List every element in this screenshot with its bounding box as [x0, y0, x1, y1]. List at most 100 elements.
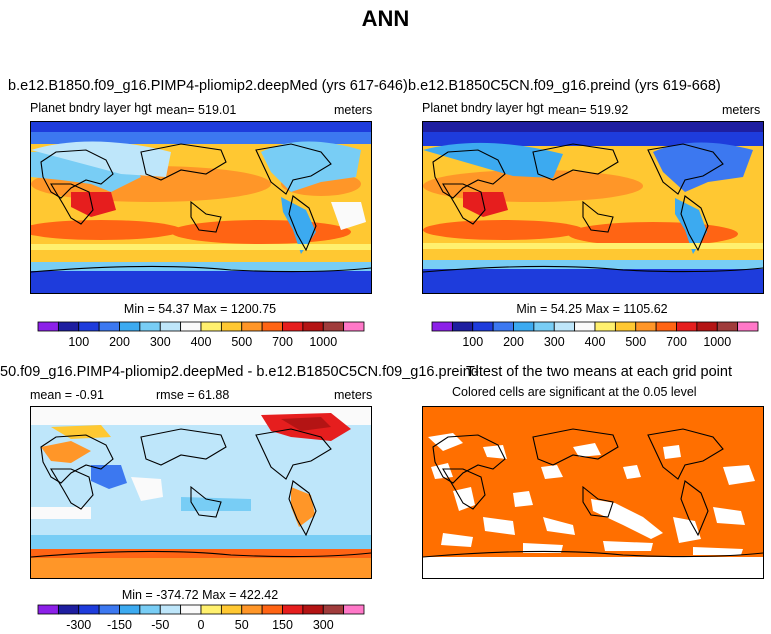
colorbar-swatch: [57, 321, 80, 332]
panel-title: 50.f09_g16.PIMP4-pliomip2.deepMed - b.e1…: [0, 364, 479, 380]
colorbar-swatch: [119, 321, 141, 332]
colorbar-swatch: [78, 321, 100, 332]
units-label: meters: [334, 388, 373, 402]
colorbar-swatch: [98, 321, 120, 332]
colorbar-tick-label: 300: [313, 618, 334, 632]
colorbar-graphic: -300 -150 -50 0 50 150 300: [37, 604, 365, 632]
world-map: [423, 407, 763, 578]
colorbar-swatch: [98, 604, 120, 615]
colorbar-swatch: [322, 604, 345, 615]
colorbar-tick-label: 150: [272, 618, 293, 632]
map-plot: [422, 121, 764, 294]
colorbar-swatch: [180, 321, 202, 332]
colorbar-tick-label: -150: [107, 618, 132, 632]
colorbar-swatch: [716, 321, 739, 332]
colorbar: 100 200 300 400 500 700 1000: [431, 321, 759, 354]
colorbar-swatch: [261, 321, 283, 332]
panel-title: b.e12.B1850C5CN.f09_g16.preind (yrs 619-…: [408, 78, 721, 94]
colorbar-tick-label: 1000: [703, 335, 731, 349]
colorbar-swatch: [139, 604, 161, 615]
colorbar-swatch: [472, 321, 494, 332]
colorbar-swatch: [343, 604, 365, 615]
colorbar-swatch: [322, 321, 345, 332]
colorbar-swatch: [220, 604, 243, 615]
colorbar-swatch: [159, 321, 182, 332]
colorbar-swatch: [37, 321, 59, 332]
world-map: [423, 122, 763, 293]
colorbar-swatch: [574, 321, 596, 332]
colorbar-tick-label: 500: [625, 335, 646, 349]
colorbar-swatch: [282, 604, 304, 615]
colorbar-swatch: [696, 321, 718, 332]
colorbar: 100 200 300 400 500 700 1000: [37, 321, 365, 354]
colorbar-swatch: [492, 321, 514, 332]
colorbar-swatch: [282, 321, 304, 332]
page-title: ANN: [361, 6, 410, 31]
mean-label: mean= 519.92: [548, 103, 629, 117]
colorbar-swatch: [431, 321, 453, 332]
colorbar-swatch: [37, 604, 59, 615]
colorbar: -300 -150 -50 0 50 150 300: [37, 604, 365, 633]
map-plot: [422, 406, 764, 579]
colorbar-tick-label: 1000: [309, 335, 337, 349]
panel-subtitle: Colored cells are significant at the 0.0…: [452, 385, 697, 399]
colorbar-swatch: [241, 321, 263, 332]
rmse-label: rmse = 61.88: [156, 388, 230, 402]
colorbar-swatch: [119, 604, 141, 615]
panel-title: T-test of the two means at each grid poi…: [466, 364, 732, 380]
colorbar-swatch: [241, 604, 263, 615]
colorbar-tick-label: 50: [235, 618, 249, 632]
panel-title: b.e12.B1850.f09_g16.PIMP4-pliomip2.deepM…: [8, 78, 408, 94]
colorbar-swatch: [655, 321, 677, 332]
stats-label: Min = 54.25 Max = 1105.62: [516, 302, 668, 316]
colorbar-swatch: [533, 321, 555, 332]
colorbar-tick-label: 700: [666, 335, 687, 349]
colorbar-swatch: [302, 321, 324, 332]
colorbar-swatch: [635, 321, 657, 332]
colorbar-swatch: [57, 604, 80, 615]
colorbar-swatch: [220, 321, 243, 332]
colorbar-swatch: [200, 321, 222, 332]
world-map: [31, 407, 371, 578]
colorbar-swatch: [78, 604, 100, 615]
colorbar-swatch: [261, 604, 283, 615]
colorbar-tick-label: 200: [109, 335, 130, 349]
colorbar-graphic: 100 200 300 400 500 700 1000: [37, 321, 365, 349]
colorbar-swatch: [200, 604, 222, 615]
colorbar-swatch: [614, 321, 637, 332]
colorbar-tick-label: 500: [231, 335, 252, 349]
colorbar-tick-label: 0: [198, 618, 205, 632]
colorbar-swatch: [451, 321, 474, 332]
colorbar-swatch: [343, 321, 365, 332]
colorbar-swatch: [594, 321, 616, 332]
colorbar-swatch: [553, 321, 576, 332]
colorbar-tick-label: 400: [585, 335, 606, 349]
colorbar-tick-label: 400: [191, 335, 212, 349]
colorbar-tick-label: 300: [544, 335, 565, 349]
stats-label: Min = 54.37 Max = 1200.75: [123, 302, 277, 316]
colorbar-tick-label: 100: [462, 335, 483, 349]
colorbar-tick-label: 300: [150, 335, 171, 349]
units-label: meters: [334, 103, 373, 117]
colorbar-swatch: [737, 321, 759, 332]
colorbar-tick-label: 200: [503, 335, 524, 349]
colorbar-tick-label: -300: [66, 618, 91, 632]
colorbar-tick-label: 700: [272, 335, 293, 349]
map-plot: [30, 406, 372, 579]
units-label: meters: [722, 103, 761, 117]
variable-label: Planet bndry layer hgt: [30, 101, 152, 115]
colorbar-tick-label: 100: [68, 335, 89, 349]
stats-label: Min = -374.72 Max = 422.42: [121, 588, 279, 602]
colorbar-swatch: [676, 321, 698, 332]
mean-label: mean= 519.01: [156, 103, 237, 117]
colorbar-tick-label: -50: [151, 618, 169, 632]
colorbar-swatch: [139, 321, 161, 332]
variable-label: Planet bndry layer hgt: [422, 101, 544, 115]
colorbar-swatch: [159, 604, 182, 615]
map-plot: [30, 121, 372, 294]
colorbar-swatch: [513, 321, 535, 332]
colorbar-graphic: 100 200 300 400 500 700 1000: [431, 321, 759, 349]
colorbar-swatch: [302, 604, 324, 615]
world-map: [31, 122, 371, 293]
colorbar-swatch: [180, 604, 202, 615]
